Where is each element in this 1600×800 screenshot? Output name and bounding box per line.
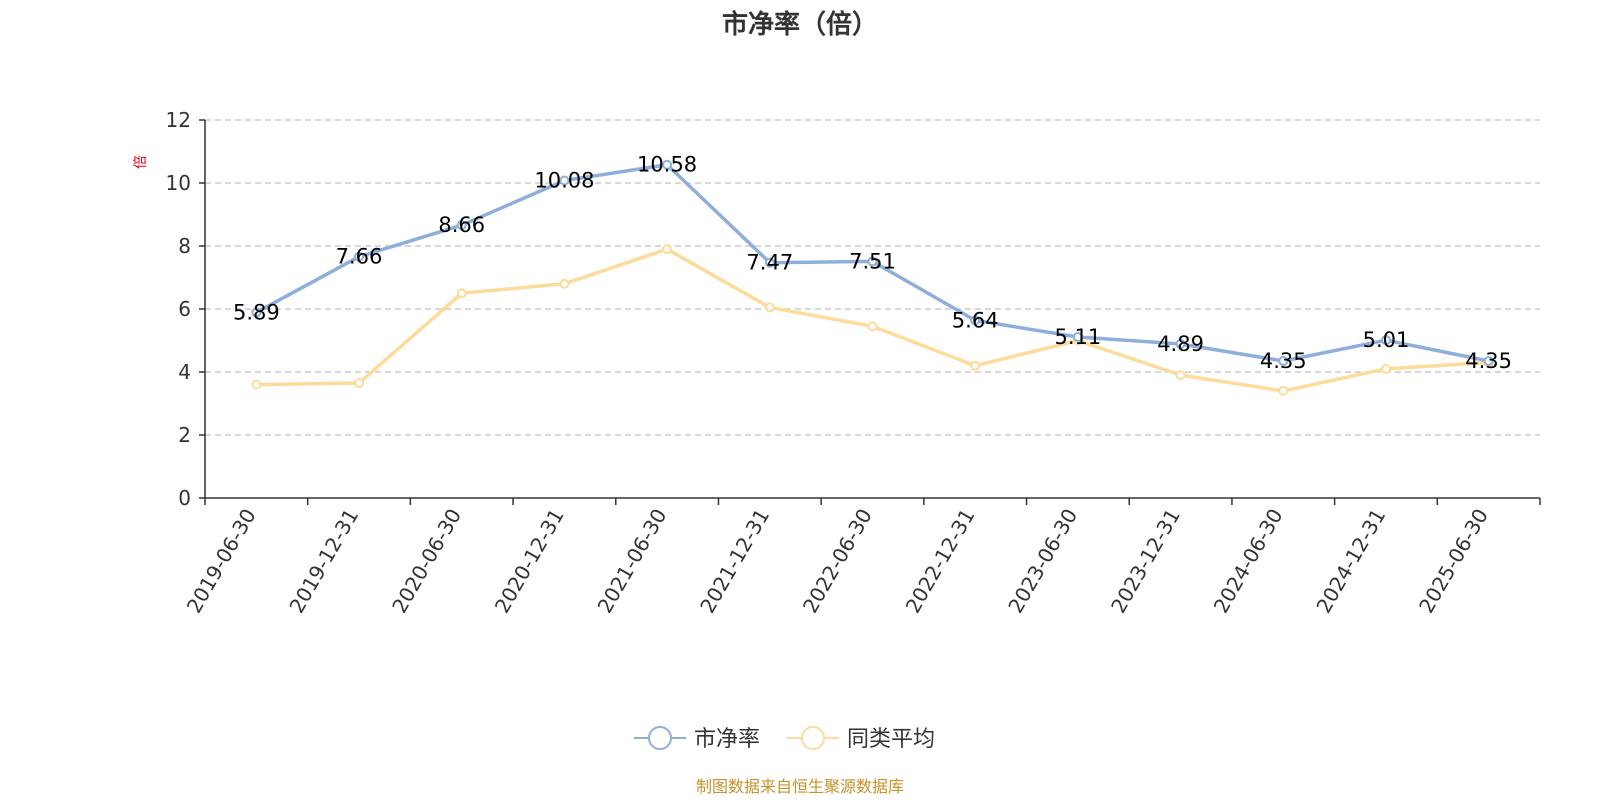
- y-tick-label: 8: [178, 234, 191, 258]
- data-point: [1380, 363, 1391, 374]
- data-label: 5.89: [233, 300, 280, 324]
- series-group: [251, 159, 1494, 396]
- y-tick-label: 2: [178, 423, 191, 447]
- x-tick-label: 2020-06-30: [387, 505, 466, 618]
- axes: 0 2 4 6 8 10 12 2019-06-30 2019-12-31 2020-06-30 2…: [166, 108, 1541, 618]
- x-tick-label: 2024-12-31: [1311, 505, 1390, 618]
- data-labels: 5.89 7.66 8.66 10.08 10.58 7.47 7.51 5.64 5.11 4.…: [233, 153, 1512, 373]
- data-point: [354, 378, 365, 389]
- x-tick-label: 2021-06-30: [593, 505, 672, 618]
- data-label: 4.35: [1465, 349, 1512, 373]
- data-label: 5.11: [1055, 325, 1102, 349]
- x-tick-label: 2019-12-31: [284, 505, 363, 618]
- data-point: [559, 175, 570, 186]
- data-label: 7.51: [849, 249, 896, 273]
- y-tick-label: 10: [166, 171, 191, 195]
- data-label: 7.47: [746, 251, 793, 275]
- data-label: 10.08: [534, 168, 594, 192]
- x-tick-label: 2023-12-31: [1106, 505, 1185, 618]
- data-label: 4.35: [1260, 349, 1307, 373]
- x-tick-label: 2023-06-30: [1003, 505, 1082, 618]
- data-point: [1278, 355, 1289, 366]
- data-point: [764, 302, 775, 313]
- data-label: 10.58: [637, 153, 697, 177]
- data-point: [456, 288, 467, 299]
- data-point: [1380, 335, 1391, 346]
- legend[interactable]: 市净率 同类平均: [634, 726, 935, 752]
- data-point: [559, 278, 570, 289]
- legend-marker: [801, 726, 825, 750]
- y-axis-label: 倍: [133, 155, 149, 169]
- x-tick-label: 2022-12-31: [901, 505, 980, 618]
- data-point: [867, 321, 878, 332]
- legend-label: 市净率: [694, 727, 760, 752]
- legend-marker: [648, 726, 672, 750]
- data-point: [1278, 385, 1289, 396]
- data-point: [1483, 355, 1494, 366]
- x-tick-label: 2025-06-30: [1414, 505, 1493, 618]
- y-tick-label: 6: [178, 297, 191, 321]
- data-source-note: 制图数据来自恒生聚源数据库: [696, 777, 904, 796]
- y-tick-label: 4: [178, 360, 191, 384]
- data-label: 5.01: [1363, 328, 1410, 352]
- data-label: 5.64: [952, 308, 999, 332]
- data-point: [354, 251, 365, 262]
- legend-label: 同类平均: [847, 727, 935, 752]
- data-point: [1175, 370, 1186, 381]
- y-tick-label: 0: [178, 486, 191, 510]
- data-point: [764, 257, 775, 268]
- data-point: [662, 159, 673, 170]
- legend-item-1[interactable]: 同类平均: [787, 726, 935, 752]
- data-point: [1175, 338, 1186, 349]
- data-point: [456, 220, 467, 231]
- data-label: 7.66: [336, 245, 383, 269]
- grid-lines: [205, 119, 1540, 436]
- data-point: [662, 244, 673, 255]
- data-point: [251, 307, 262, 318]
- data-point: [867, 256, 878, 267]
- x-tick-label: 2021-12-31: [695, 505, 774, 618]
- x-tick-label: 2019-06-30: [182, 505, 261, 618]
- x-tick-label: 2024-06-30: [1209, 505, 1288, 618]
- x-tick-label: 2022-06-30: [798, 505, 877, 618]
- data-point: [970, 360, 981, 371]
- data-label: 8.66: [438, 213, 485, 237]
- data-point: [251, 379, 262, 390]
- data-point: [970, 315, 981, 326]
- legend-item-0[interactable]: 市净率: [634, 726, 760, 752]
- y-tick-label: 12: [166, 108, 191, 132]
- data-point: [1072, 332, 1083, 343]
- x-tick-label: 2020-12-31: [490, 505, 569, 618]
- data-label: 4.89: [1157, 332, 1204, 356]
- chart-title: 市净率（倍）: [722, 9, 878, 40]
